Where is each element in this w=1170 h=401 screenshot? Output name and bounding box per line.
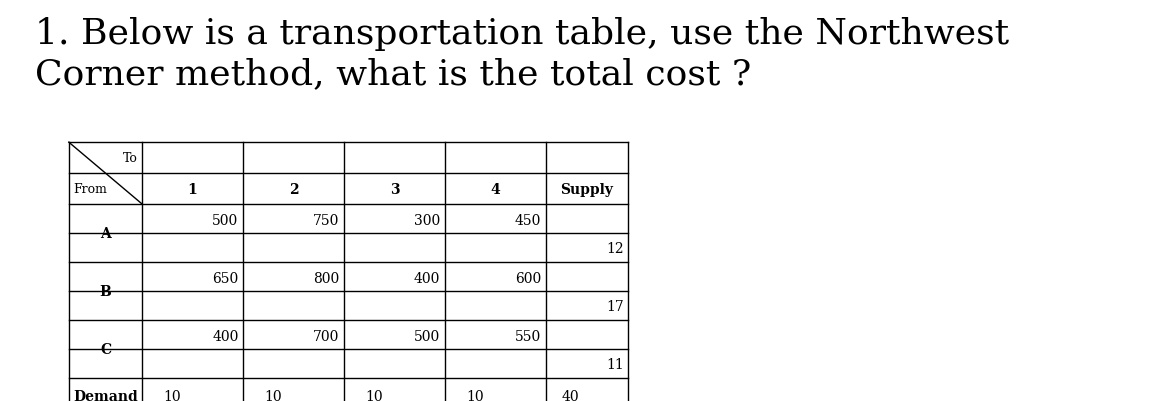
Text: 3: 3	[390, 182, 399, 196]
Text: To: To	[123, 152, 138, 165]
Text: 4: 4	[490, 182, 501, 196]
Text: 750: 750	[314, 213, 339, 227]
Text: 1: 1	[187, 182, 198, 196]
Text: C: C	[99, 342, 111, 356]
Text: 11: 11	[606, 357, 624, 371]
Text: 650: 650	[212, 271, 239, 286]
Text: From: From	[74, 182, 108, 196]
Text: 700: 700	[314, 329, 339, 343]
Text: 400: 400	[212, 329, 239, 343]
Text: B: B	[99, 284, 111, 298]
Text: 450: 450	[515, 213, 542, 227]
Text: Supply: Supply	[560, 182, 613, 196]
Text: 10: 10	[164, 389, 181, 401]
Text: 40: 40	[562, 389, 579, 401]
Text: 400: 400	[414, 271, 440, 286]
Text: 300: 300	[414, 213, 440, 227]
Text: 12: 12	[606, 241, 624, 255]
Text: 10: 10	[467, 389, 484, 401]
Text: 2: 2	[289, 182, 298, 196]
Text: 800: 800	[314, 271, 339, 286]
Text: A: A	[101, 227, 111, 241]
Text: 17: 17	[606, 299, 624, 313]
Text: 600: 600	[515, 271, 542, 286]
Text: 550: 550	[515, 329, 542, 343]
Text: 500: 500	[414, 329, 440, 343]
Text: 10: 10	[365, 389, 383, 401]
Text: 1. Below is a transportation table, use the Northwest
Corner method, what is the: 1. Below is a transportation table, use …	[35, 17, 1009, 91]
Text: 500: 500	[212, 213, 239, 227]
Text: 10: 10	[264, 389, 282, 401]
Text: Demand: Demand	[74, 389, 138, 401]
